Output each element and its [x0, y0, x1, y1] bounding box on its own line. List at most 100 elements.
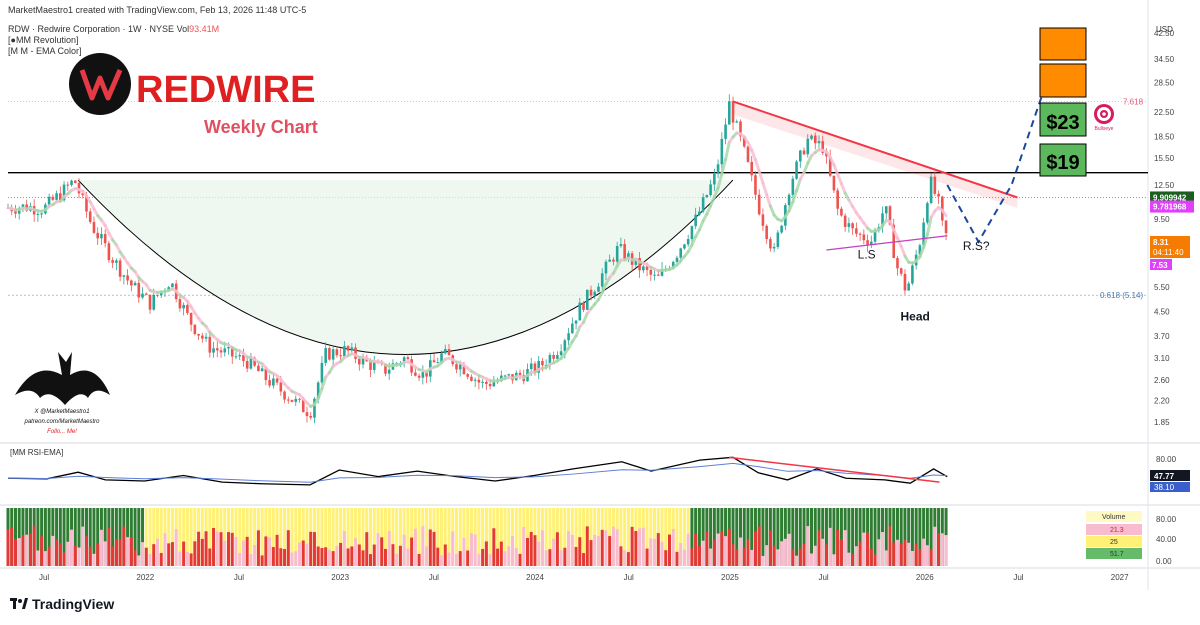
candle-body [656, 274, 660, 276]
indicator-ema-color[interactable]: [M M - EMA Color] [8, 46, 82, 56]
symbol-line: RDW · Redwire Corporation · 1W · NYSE Vo… [8, 24, 219, 34]
candle-body [847, 223, 851, 227]
volume-bar [555, 532, 559, 566]
badge-close-price: 8.31 [1153, 238, 1169, 247]
volume-bg-bar [436, 508, 440, 566]
volume-bar [466, 550, 470, 566]
volume-bg-bar [410, 508, 414, 566]
target-19-label: $19 [1046, 152, 1079, 174]
candle-body [698, 211, 701, 215]
volume-bar [619, 546, 623, 566]
volume-bg-bar [899, 508, 903, 566]
symbol-info[interactable]: RDW · Redwire Corporation · 1W · NYSE [8, 24, 175, 34]
y-tick-label: 3.70 [1154, 332, 1170, 341]
candle-body [638, 257, 641, 271]
candle-body [825, 152, 828, 157]
volume-bg-bar [458, 508, 462, 566]
target-box-orange-top[interactable] [1039, 27, 1087, 61]
volume-bg-bar [249, 508, 253, 566]
volume-bar [765, 545, 769, 566]
candle-body [234, 356, 238, 358]
y-tick-label: 34.50 [1154, 55, 1175, 64]
volume-bg-bar [178, 508, 182, 566]
badge-last-price-bg [1150, 191, 1194, 204]
volume-bar [780, 541, 784, 566]
ema-segment [832, 163, 840, 176]
volume-bar [114, 539, 118, 566]
volume-bar [772, 545, 776, 566]
volume-bar [899, 543, 903, 566]
volume-bar [582, 553, 586, 566]
volume-bar [839, 539, 843, 566]
target-boxes: $23 $19 [1039, 27, 1087, 177]
volume-bar [122, 526, 126, 566]
volume-bar [574, 546, 578, 566]
volume-bar [185, 551, 189, 566]
volume-bar [133, 550, 137, 566]
volume-bar [458, 551, 462, 566]
volume-legend-value: 21.3 [1110, 527, 1124, 534]
volume-bg-bar [783, 508, 787, 566]
volume-bg-bar [253, 508, 257, 566]
volume-bar [884, 550, 888, 566]
candle-body [600, 273, 604, 287]
volume-bar [193, 541, 197, 566]
indicator-mm-revolution[interactable]: [●MM Revolution] [8, 35, 79, 45]
rsi-ema-value-bg [1150, 482, 1190, 492]
volume-bg-bar [690, 508, 694, 566]
volume-bar [918, 549, 922, 566]
candle-body [141, 293, 144, 298]
candle-body [432, 360, 436, 363]
volume-bar [563, 547, 567, 566]
target-box-19[interactable] [1039, 143, 1087, 177]
candle-body [305, 412, 309, 416]
y-tick-label: 42.50 [1154, 29, 1175, 38]
volume-bar [294, 551, 298, 566]
volume-bar [413, 528, 417, 566]
volume-bg-bar [305, 508, 309, 566]
redwire-logo: REDWIRE Weekly Chart [69, 53, 318, 137]
candle-body [51, 196, 55, 200]
volume-bar [70, 529, 74, 566]
volume-bg-bar [167, 508, 171, 566]
volume-bar [17, 538, 21, 566]
target-box-orange-mid[interactable] [1039, 63, 1087, 98]
descending-trendline [732, 100, 1018, 199]
volume-bar [327, 549, 331, 566]
target-box-23[interactable] [1039, 102, 1087, 137]
volume-bar [103, 541, 107, 566]
volume-bar [709, 548, 713, 566]
volume-bar [910, 550, 914, 566]
volume-axis-40: 40.00 [1156, 535, 1177, 544]
ema-segment [918, 245, 926, 259]
candle-body [485, 381, 488, 384]
volume-bar [309, 531, 313, 566]
volume-bar [118, 538, 122, 566]
candle-body [582, 302, 585, 310]
volume-bar [346, 548, 350, 566]
volume-bar [256, 530, 260, 566]
candle-body [466, 374, 469, 377]
volume-bar [25, 534, 29, 566]
volume-bar [511, 535, 515, 566]
rsi-ema-line [7, 462, 948, 483]
candle-body [604, 261, 608, 274]
candle-body [447, 349, 451, 356]
volume-bar [484, 541, 488, 566]
candle-body [589, 289, 593, 296]
volume-bar [141, 542, 145, 566]
ema-segment [836, 172, 843, 186]
volume-bg-bar [208, 508, 212, 566]
candle-body [742, 136, 746, 147]
volume-bg-bar [839, 508, 843, 566]
volume-bg-bar [36, 508, 40, 566]
volume-bg-bar [645, 508, 649, 566]
tradingview-footer[interactable]: TradingView [10, 596, 114, 612]
volume-bar [410, 537, 414, 566]
candle-body [821, 141, 825, 153]
volume-bar [940, 533, 944, 566]
volume-bg-bar [298, 508, 302, 566]
candle-body [294, 398, 298, 402]
volume-bar [596, 536, 600, 566]
